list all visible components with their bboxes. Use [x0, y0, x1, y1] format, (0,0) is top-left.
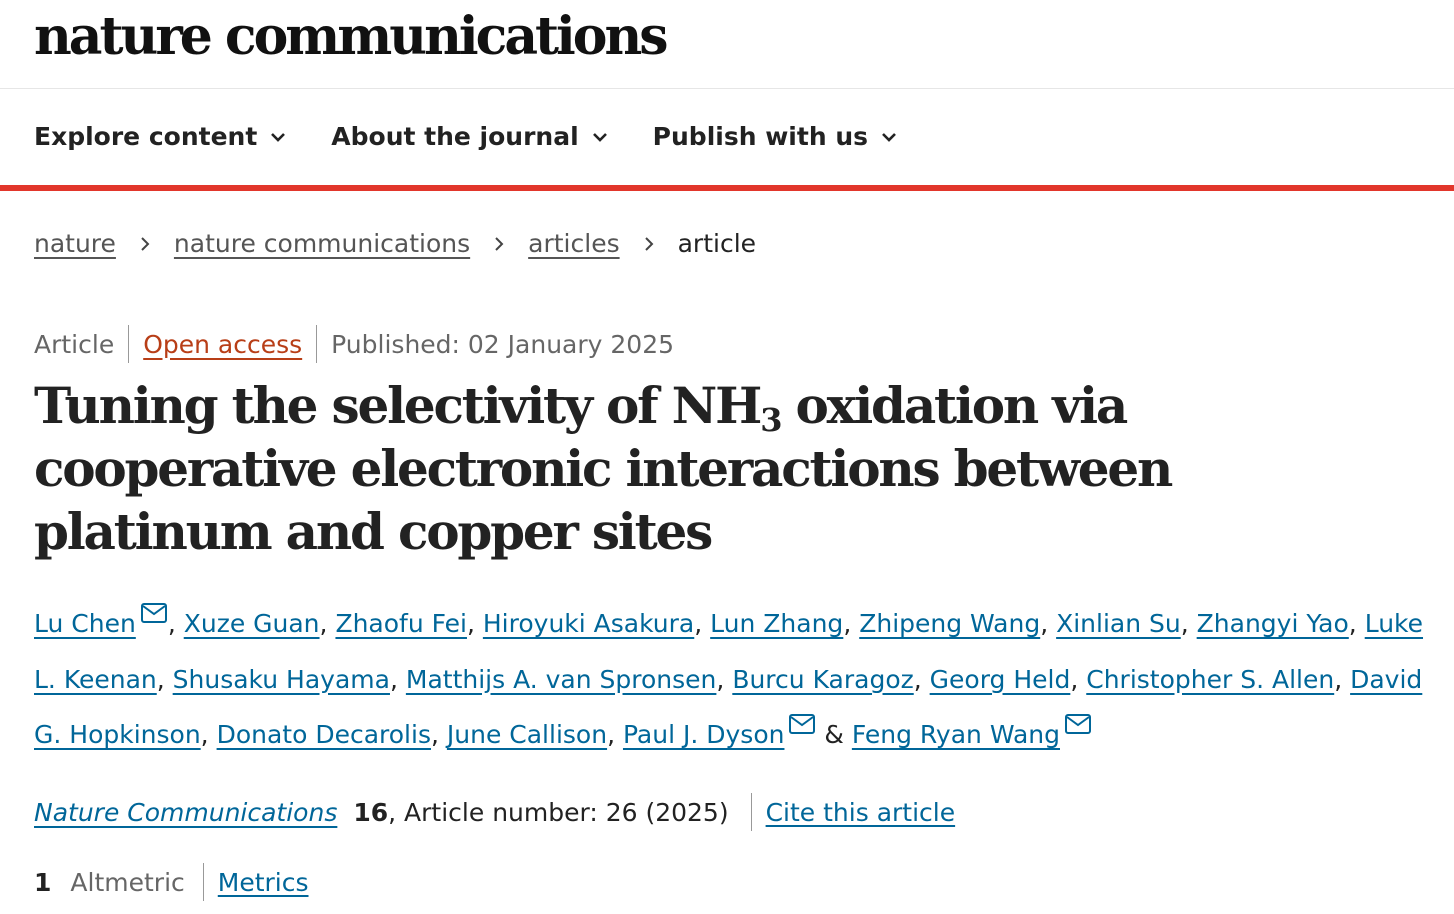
altmetric-count: 1 [34, 867, 52, 897]
article-title: Tuning the selectivity of NH3 oxidation … [34, 374, 1414, 563]
author-separator: , [694, 609, 703, 638]
author-separator: , [1040, 609, 1049, 638]
published-date: Published: 02 January 2025 [331, 329, 675, 359]
author-link[interactable]: Christopher S. Allen [1086, 664, 1335, 694]
author-link[interactable]: Zhaofu Fei [335, 609, 467, 638]
author-link[interactable]: Lu Chen [34, 609, 136, 638]
main-nav: Explore content About the journal Publis… [0, 89, 1454, 191]
cite-this-article-link[interactable]: Cite this article [765, 797, 956, 827]
author-separator: , [156, 664, 165, 694]
divider [316, 325, 318, 363]
chevron-down-icon [882, 132, 896, 142]
divider [202, 863, 204, 901]
nav-item-label: Explore content [34, 122, 258, 151]
article-number: , Article number: 26 (2025) [388, 797, 729, 827]
breadcrumb: nature nature communications articles ar… [34, 229, 756, 258]
citation-line: Nature Communications 16 , Article numbe… [34, 793, 955, 831]
author-link[interactable]: Lun Zhang [710, 609, 844, 638]
author-separator: , [466, 609, 475, 638]
author-link[interactable]: Shusaku Hayama [172, 664, 390, 694]
nav-item-label: About the journal [331, 122, 579, 151]
title-subscript: 3 [760, 401, 782, 439]
author-separator: , [430, 720, 439, 749]
author-list: Lu Chen, Xuze Guan, Zhaofu Fei, Hiroyuki… [34, 596, 1424, 763]
divider [128, 325, 130, 363]
mail-icon[interactable] [788, 713, 816, 735]
open-access-link[interactable]: Open access [143, 329, 303, 359]
volume: 16 [353, 797, 389, 827]
title-part-1: Tuning the selectivity of NH [34, 376, 762, 435]
author-link[interactable]: Zhipeng Wang [859, 609, 1041, 638]
nav-explore-content[interactable]: Explore content [34, 122, 287, 151]
author-separator: , [167, 609, 176, 638]
metrics-link[interactable]: Metrics [217, 867, 309, 897]
author-separator: , [200, 720, 209, 749]
author-link[interactable]: Donato Decarolis [216, 720, 431, 749]
breadcrumb-nature[interactable]: nature [34, 229, 116, 258]
author-link[interactable]: Burcu Karagoz [732, 664, 914, 694]
article-type: Article [34, 329, 115, 359]
author-separator: , [1348, 609, 1357, 638]
divider [750, 793, 752, 831]
author-separator: , [716, 664, 725, 694]
author-separator: , [389, 664, 398, 694]
author-separator: , [1070, 664, 1079, 694]
chevron-right-icon [644, 236, 654, 251]
nav-item-label: Publish with us [652, 122, 869, 151]
nav-about-journal[interactable]: About the journal [331, 122, 608, 151]
author-link[interactable]: Luke L. Keenan [34, 609, 1424, 694]
nav-publish-with-us[interactable]: Publish with us [653, 122, 898, 151]
journal-logo[interactable]: nature communications [34, 6, 669, 67]
author-separator: , [1180, 609, 1189, 638]
author-link[interactable]: Paul J. Dyson [622, 720, 785, 749]
author-link[interactable]: David G. Hopkinson [34, 664, 1423, 750]
author-link[interactable]: Hiroyuki Asakura [482, 609, 695, 638]
masthead: nature communications [0, 0, 1454, 89]
altmetric-label: Altmetric [70, 867, 185, 897]
breadcrumb-current: article [677, 229, 757, 258]
author-link[interactable]: Feng Ryan Wang [851, 720, 1060, 749]
author-separator: , [319, 609, 328, 638]
author-link[interactable]: Xinlian Su [1056, 609, 1181, 638]
article-meta: Article Open access Published: 02 Januar… [34, 325, 674, 363]
author-link[interactable]: Georg Held [929, 664, 1071, 694]
chevron-down-icon [592, 132, 607, 142]
author-link[interactable]: Matthijs A. van Spronsen [405, 664, 717, 694]
author-link[interactable]: Xuze Guan [183, 609, 320, 638]
chevron-down-icon [271, 132, 286, 142]
author-ampersand: & [824, 720, 844, 749]
chevron-right-icon [141, 236, 150, 251]
breadcrumb-articles[interactable]: articles [528, 229, 620, 258]
metrics-line: 1 Altmetric Metrics [34, 863, 309, 901]
title-part-2: oxidation via cooperative electronic int… [34, 376, 1173, 561]
journal-link[interactable]: Nature Communications [34, 797, 338, 827]
author-separator: , [1334, 664, 1343, 694]
mail-icon[interactable] [140, 602, 168, 624]
mail-icon[interactable] [1064, 713, 1092, 735]
author-link[interactable]: June Callison [446, 720, 608, 749]
author-separator: , [843, 609, 852, 638]
chevron-right-icon [495, 236, 504, 251]
author-separator: , [913, 664, 922, 694]
author-separator: , [607, 720, 616, 749]
author-link[interactable]: Zhangyi Yao [1196, 609, 1349, 638]
nav-list: Explore content About the journal Publis… [34, 122, 898, 151]
breadcrumb-nature-communications[interactable]: nature communications [173, 229, 471, 258]
